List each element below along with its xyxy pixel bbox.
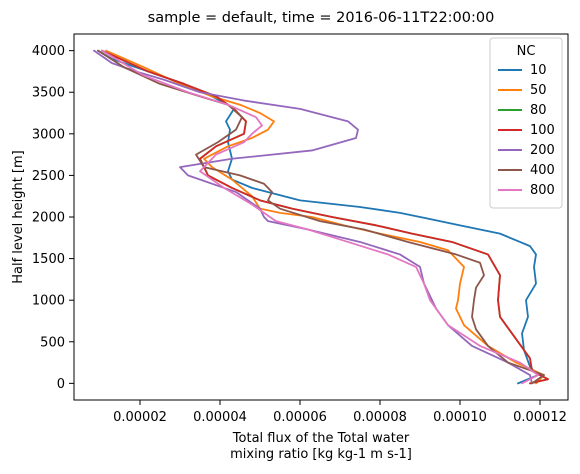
legend-title: NC [517, 44, 536, 59]
y-tick-label: 1500 [32, 252, 65, 267]
x-axis-label-line-2: mixing ratio [kg kg-1 m s-1] [230, 447, 412, 462]
legend-label-80: 80 [530, 103, 547, 118]
x-tick-label: 0.00008 [353, 410, 407, 425]
x-tick-label: 0.00010 [433, 410, 487, 425]
y-tick-label: 3500 [32, 86, 65, 101]
series-line-100 [101, 49, 549, 385]
legend-label-50: 50 [530, 83, 547, 98]
x-tick-label: 0.00012 [513, 410, 567, 425]
y-tick-label: 1000 [32, 294, 65, 309]
series-line-50 [105, 49, 545, 385]
legend-label-400: 400 [530, 163, 555, 178]
legend-label-200: 200 [530, 143, 555, 158]
series-line-10 [97, 49, 539, 385]
x-axis-label-line-1: Total flux of the Total water [232, 431, 410, 446]
plot-area: 0.00002 0.00004 0.00006 0.00008 0.00010 0.000… [32, 33, 569, 425]
legend-box [489, 37, 563, 209]
series-line-80 [101, 49, 549, 385]
y-tick-label: 4000 [32, 44, 65, 59]
x-tick-label: 0.00006 [273, 410, 327, 425]
y-axis-label: Half level height [m] [11, 150, 26, 284]
chart-title: sample = default, time = 2016-06-11T22:0… [148, 10, 495, 26]
x-tick-label: 0.00002 [113, 410, 167, 425]
series-line-400 [97, 49, 545, 385]
y-tick-label: 500 [40, 335, 65, 350]
legend-label-100: 100 [530, 123, 555, 138]
y-tick-label: 2000 [32, 211, 65, 226]
legend-label-10: 10 [530, 63, 547, 78]
series-group [93, 49, 549, 385]
legend: NC 10 50 80 100 200 400 800 [489, 37, 563, 209]
y-tick-label: 2500 [32, 169, 65, 184]
x-tick-label: 0.00004 [193, 410, 247, 425]
legend-label-800: 800 [530, 183, 555, 198]
series-line-800 [101, 49, 539, 385]
y-tick-label: 0 [57, 377, 65, 392]
y-tick-label: 3000 [32, 127, 65, 142]
